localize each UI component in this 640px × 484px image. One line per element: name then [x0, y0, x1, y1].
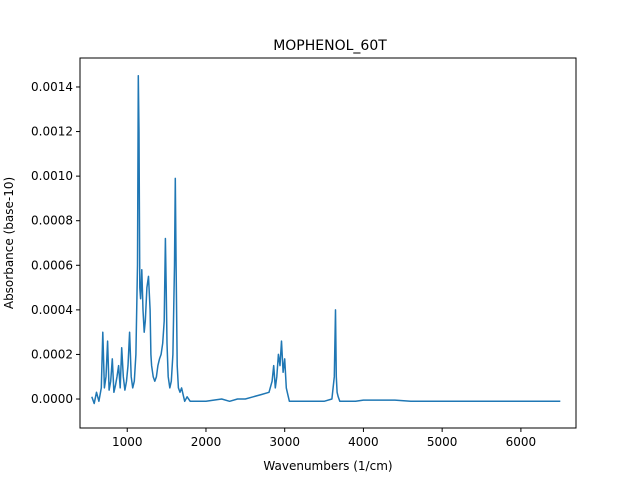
y-tick-label: 0.0008 — [31, 214, 73, 228]
x-tick-label: 2000 — [191, 435, 222, 449]
y-axis-ticks: 0.0000 0.0002 0.0004 0.0006 0.0008 0.0010 0.00… — [31, 80, 80, 406]
y-tick-label: 0.0000 — [31, 392, 73, 406]
y-tick-label: 0.0012 — [31, 125, 73, 139]
x-tick-label: 4000 — [348, 435, 379, 449]
x-tick-label: 3000 — [269, 435, 300, 449]
y-tick-label: 0.0014 — [31, 80, 73, 94]
x-axis-label: Wavenumbers (1/cm) — [263, 459, 392, 473]
y-tick-label: 0.0004 — [31, 303, 73, 317]
y-tick-label: 0.0010 — [31, 169, 73, 183]
x-tick-label: 5000 — [427, 435, 458, 449]
y-axis-label: Absorbance (base-10) — [2, 177, 16, 309]
plot-area — [91, 75, 561, 405]
series-line-0 — [91, 75, 561, 405]
x-tick-label: 1000 — [112, 435, 143, 449]
x-axis-ticks: 1000 2000 3000 4000 5000 6000 — [112, 428, 536, 449]
y-tick-label: 0.0006 — [31, 258, 73, 272]
plot-frame — [79, 57, 577, 429]
y-tick-label: 0.0002 — [31, 347, 73, 361]
chart-title: MOPHENOL_60T — [273, 38, 387, 54]
x-tick-label: 6000 — [506, 435, 537, 449]
